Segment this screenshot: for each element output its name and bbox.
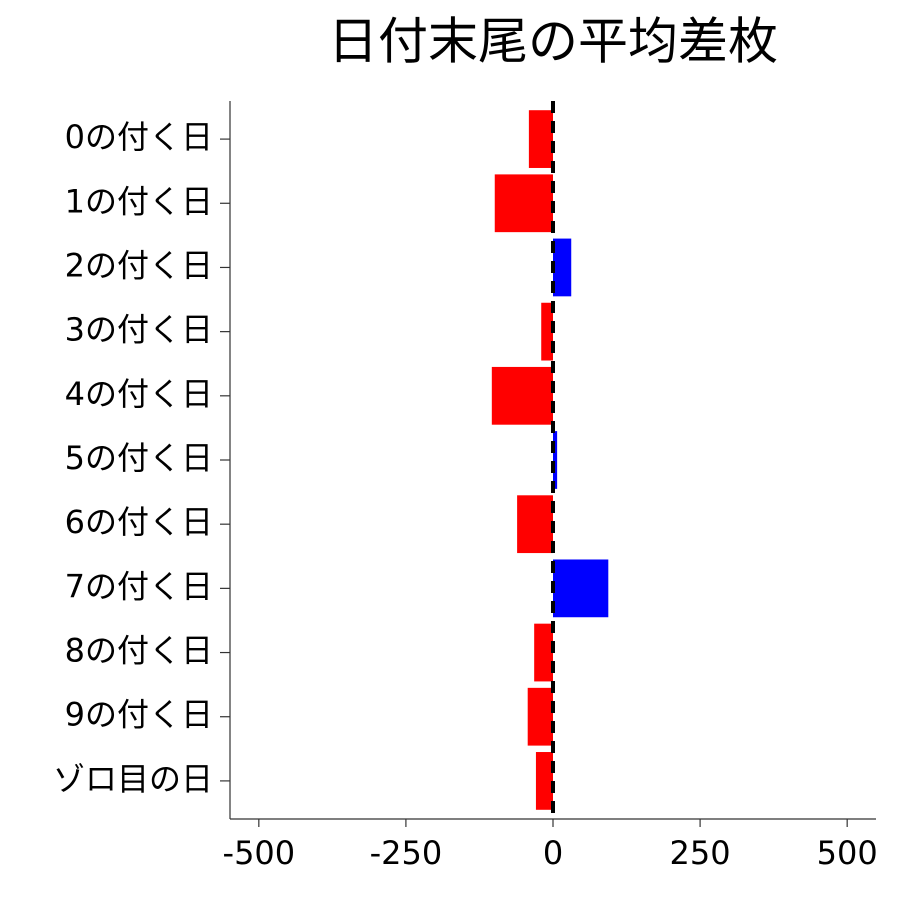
y-tick-label: ゾロ目の日 xyxy=(53,760,213,798)
x-tick-label: 500 xyxy=(817,834,878,872)
y-tick-label: 4の付く日 xyxy=(65,375,213,413)
bar xyxy=(491,366,553,425)
y-tick-label: 9の付く日 xyxy=(65,696,213,734)
bar xyxy=(541,302,553,361)
bar xyxy=(527,687,553,746)
bar xyxy=(528,110,553,168)
y-tick-label: 8の付く日 xyxy=(65,632,213,670)
bar xyxy=(517,495,553,554)
bar xyxy=(534,623,553,682)
bar xyxy=(535,752,553,810)
bar xyxy=(553,559,609,618)
y-tick-label: 5の付く日 xyxy=(65,439,213,477)
y-tick-label: 7の付く日 xyxy=(65,567,213,605)
x-tick-label: 0 xyxy=(543,834,563,872)
y-tick-label: 6の付く日 xyxy=(65,503,213,541)
chart-title: 日付末尾の平均差枚 xyxy=(328,13,778,71)
y-tick-label: 3の付く日 xyxy=(65,311,213,349)
bar xyxy=(553,431,558,489)
bar xyxy=(494,174,553,233)
x-tick-label: -500 xyxy=(223,834,296,872)
bar xyxy=(553,238,572,297)
x-tick-label: 250 xyxy=(670,834,731,872)
y-tick-label: 0の付く日 xyxy=(65,118,213,156)
y-tick-label: 1の付く日 xyxy=(65,182,213,220)
y-tick-label: 2の付く日 xyxy=(65,246,213,284)
x-tick-label: -250 xyxy=(370,834,443,872)
